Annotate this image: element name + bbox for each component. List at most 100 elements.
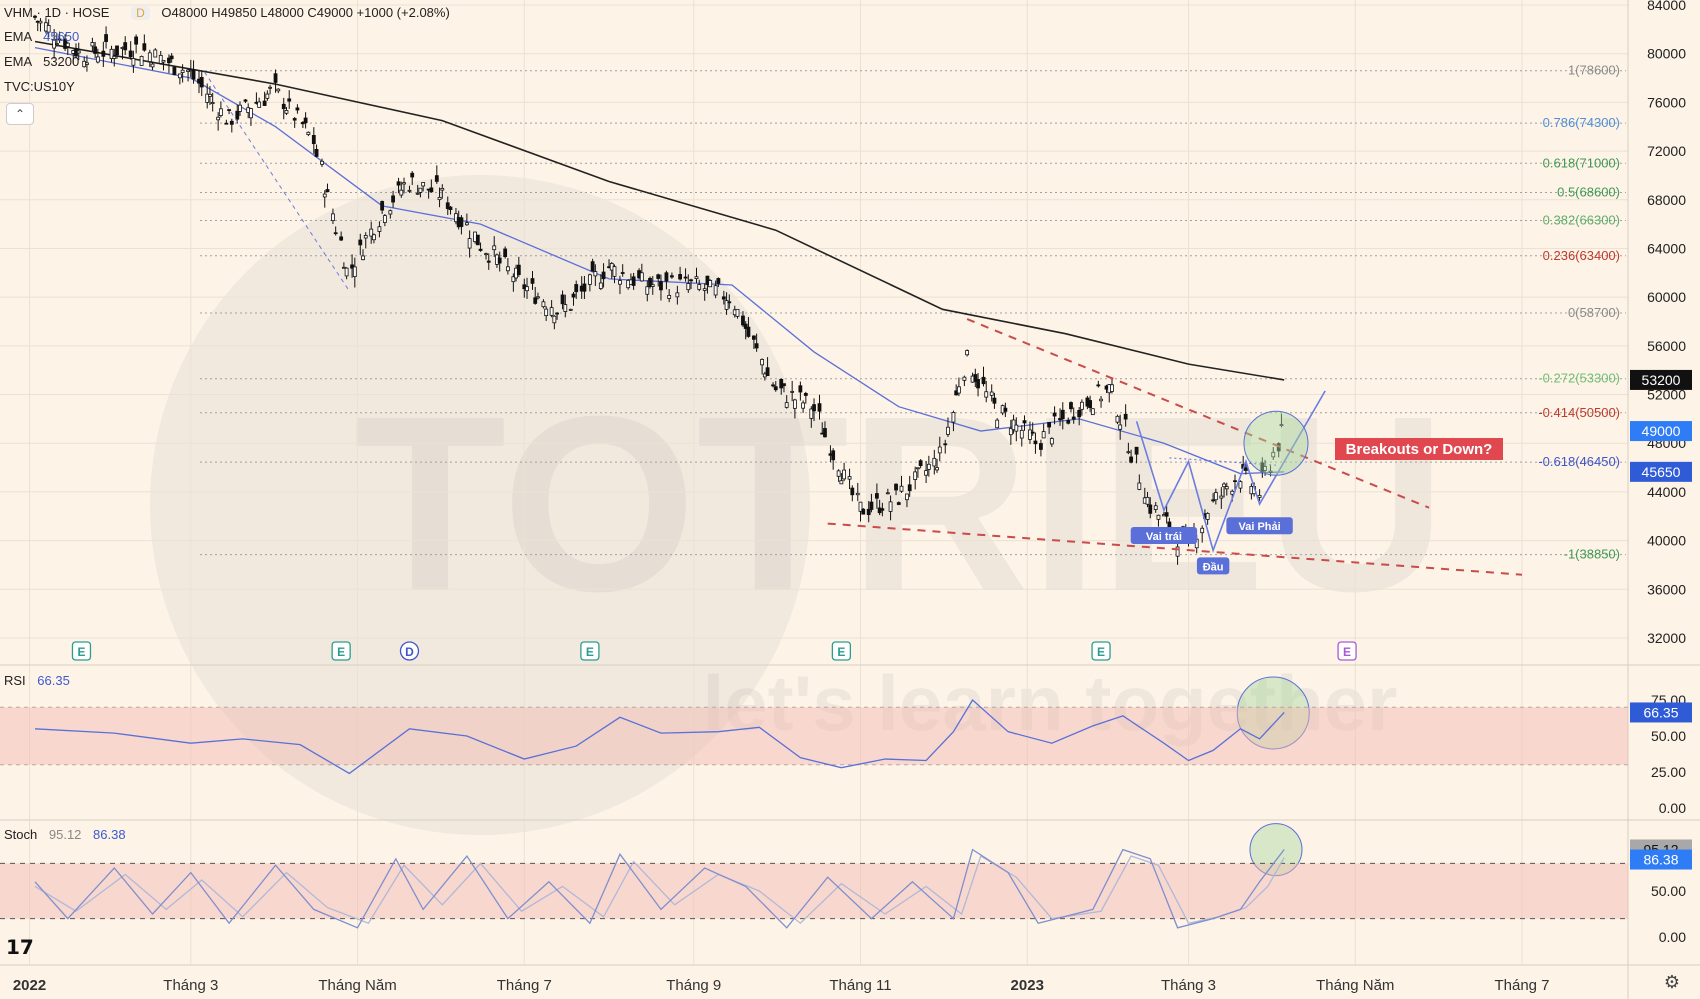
- candle-body: [593, 271, 598, 277]
- candle-body: [475, 234, 480, 246]
- event-marker: [399, 641, 420, 661]
- event-marker-label: E: [1097, 645, 1105, 659]
- candle-body: [932, 457, 937, 467]
- candle-body: [913, 471, 918, 480]
- ema2-legend[interactable]: EMA 53200: [4, 54, 79, 69]
- event-marker: [1337, 641, 1357, 661]
- candle-body: [486, 260, 491, 263]
- symbol-label[interactable]: VHM · 1D · HOSE: [4, 5, 110, 20]
- candle-body: [574, 284, 579, 293]
- candle-body: [95, 56, 100, 63]
- candle-body: [590, 261, 595, 272]
- stoch-d-value: 86.38: [93, 827, 126, 842]
- candle-body: [276, 88, 281, 92]
- breakout-annotation-bg: [1335, 438, 1503, 460]
- highlight-circle: [1249, 823, 1303, 877]
- candle-body: [1233, 480, 1237, 483]
- left-shoulder-label: Vai trái: [1146, 531, 1182, 543]
- time-tick-label: Tháng 3: [1161, 977, 1216, 994]
- candle-body: [440, 188, 445, 191]
- candle-body: [434, 175, 439, 182]
- candle-body: [333, 232, 338, 235]
- stoch-legend[interactable]: Stoch 95.12 86.38: [4, 827, 126, 842]
- ema-45650-line: [34, 46, 1285, 475]
- candle-body: [694, 276, 699, 279]
- candle-body: [287, 98, 292, 102]
- candle-body: [1200, 527, 1205, 534]
- candle-body: [1052, 412, 1057, 417]
- candle-body: [888, 501, 893, 512]
- candle-body: [478, 248, 483, 251]
- candle-body: [1257, 494, 1262, 498]
- event-marker: [331, 641, 351, 661]
- candle-body: [199, 77, 204, 88]
- candle-body: [541, 301, 546, 308]
- watermark-logo-icon: [150, 175, 810, 835]
- price-badge-value: 49000: [1642, 423, 1681, 439]
- candle-body: [1145, 496, 1150, 505]
- fib-level-label: -1(38850): [1564, 547, 1620, 562]
- stoch-d-badge: [1630, 849, 1692, 870]
- candle-body: [459, 217, 464, 227]
- candle-body: [850, 487, 855, 496]
- ema1-label: EMA: [4, 29, 32, 44]
- candle-body: [678, 274, 682, 280]
- candle-body: [339, 236, 344, 241]
- tvc-legend[interactable]: TVC:US10Y: [4, 79, 75, 94]
- candle-body: [180, 69, 185, 73]
- candle-body: [372, 234, 376, 241]
- event-marker: [580, 641, 600, 661]
- candle-body: [798, 385, 803, 393]
- candle-body: [38, 20, 43, 24]
- candle-body: [265, 93, 270, 99]
- candle-body: [708, 280, 713, 288]
- candle-body: [158, 54, 163, 64]
- price-tick-label: 52000: [1647, 387, 1686, 403]
- stoch-label: Stoch: [4, 827, 38, 842]
- candle-body: [273, 73, 278, 83]
- candle-body: [358, 239, 363, 246]
- candle-body: [46, 25, 51, 33]
- candle-body: [631, 276, 636, 286]
- candle-body: [686, 283, 691, 291]
- candle-body: [1110, 384, 1114, 392]
- candle-body: [544, 308, 549, 317]
- candle-body: [1058, 418, 1062, 421]
- fib-level-label: 0.618(71000): [1543, 155, 1620, 170]
- candle-body: [1060, 409, 1065, 420]
- timeframe-badge[interactable]: D: [131, 6, 150, 20]
- candle-body: [292, 118, 297, 121]
- candle-body: [1028, 429, 1032, 440]
- price-tick-label: 68000: [1647, 192, 1686, 208]
- candle-body: [396, 181, 401, 186]
- candle-body: [224, 122, 229, 125]
- candle-body: [536, 296, 540, 299]
- candle-body: [407, 189, 412, 192]
- candle-body: [659, 281, 663, 291]
- candle-body: [801, 402, 806, 409]
- candle-body: [650, 284, 655, 287]
- collapse-legend-button[interactable]: ⌃: [6, 103, 34, 125]
- fib-level-label: 0.5(68600): [1557, 184, 1620, 199]
- gear-icon[interactable]: ⚙: [1663, 972, 1680, 992]
- tvc-label: TVC:US10Y: [4, 79, 75, 94]
- candle-body: [492, 245, 497, 251]
- right-shoulder-label: Vai Phải: [1238, 521, 1280, 533]
- candle-body: [1003, 407, 1008, 412]
- rsi-legend[interactable]: RSI 66.35: [4, 673, 70, 688]
- candle-body: [981, 376, 986, 385]
- candle-body: [320, 160, 324, 165]
- candle-body: [325, 189, 330, 193]
- fib-level-label: 0.786(74300): [1543, 115, 1620, 130]
- candle-body: [667, 294, 672, 299]
- rsi-band: [0, 707, 1628, 765]
- candle-body: [743, 323, 748, 329]
- ema1-legend[interactable]: EMA 45650: [4, 29, 79, 44]
- candle-body: [101, 50, 106, 57]
- tradingview-logo-icon: 𝟭𝟳: [6, 937, 34, 959]
- candle-body: [235, 110, 240, 120]
- candle-body: [582, 283, 587, 292]
- candle-body: [391, 195, 395, 203]
- candle-body: [1014, 424, 1019, 432]
